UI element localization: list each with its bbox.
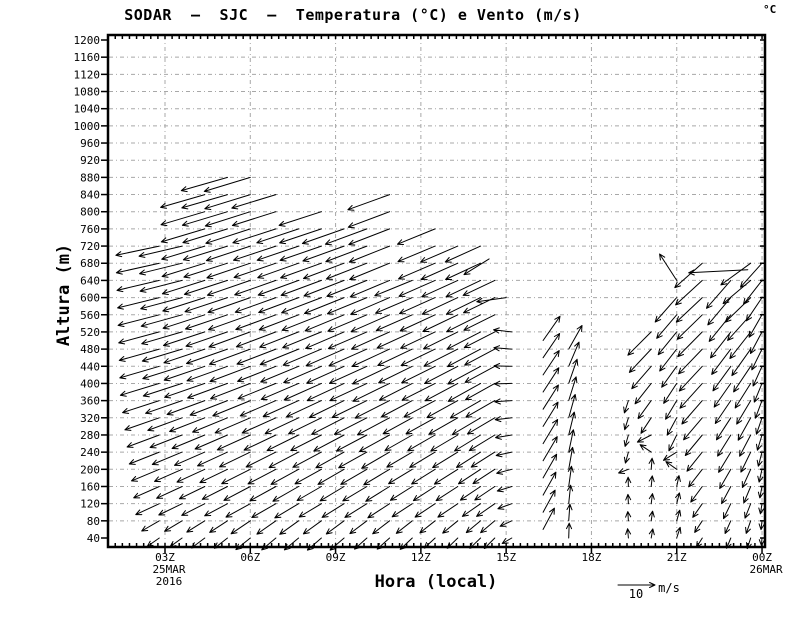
svg-text:960: 960	[80, 137, 100, 150]
svg-text:160: 160	[80, 480, 100, 493]
svg-text:840: 840	[80, 189, 100, 202]
svg-text:320: 320	[80, 412, 100, 425]
svg-text:680: 680	[80, 257, 100, 270]
svg-text:600: 600	[80, 292, 100, 305]
svg-text:280: 280	[80, 429, 100, 442]
svg-text:06Z: 06Z	[240, 551, 260, 564]
svg-text:240: 240	[80, 446, 100, 459]
svg-text:360: 360	[80, 395, 100, 408]
svg-text:720: 720	[80, 240, 100, 253]
svg-text:03Z: 03Z	[155, 551, 175, 564]
svg-text:120: 120	[80, 498, 100, 511]
svg-text:400: 400	[80, 377, 100, 390]
svg-text:25MAR: 25MAR	[152, 563, 185, 576]
svg-text:80: 80	[87, 515, 100, 528]
svg-text:2016: 2016	[156, 575, 183, 588]
svg-text:21Z: 21Z	[667, 551, 687, 564]
svg-text:12Z: 12Z	[411, 551, 431, 564]
svg-text:480: 480	[80, 343, 100, 356]
chart-title: SODAR – SJC – Temperatura (°C) e Vento (…	[124, 6, 582, 24]
svg-text:880: 880	[80, 171, 100, 184]
svg-text:800: 800	[80, 206, 100, 219]
x-axis-label: Hora (local)	[374, 572, 498, 592]
svg-text:560: 560	[80, 309, 100, 322]
svg-text:15Z: 15Z	[496, 551, 516, 564]
svg-text:920: 920	[80, 154, 100, 167]
temperature-unit-label: °C	[763, 3, 777, 16]
svg-text:1080: 1080	[74, 86, 101, 99]
svg-text:00Z: 00Z	[752, 551, 772, 564]
svg-text:26MAR: 26MAR	[749, 563, 782, 576]
svg-text:1000: 1000	[74, 120, 101, 133]
svg-text:760: 760	[80, 223, 100, 236]
svg-text:1040: 1040	[74, 103, 101, 116]
svg-text:440: 440	[80, 360, 100, 373]
svg-text:200: 200	[80, 463, 100, 476]
svg-text:40: 40	[87, 532, 100, 545]
svg-text:520: 520	[80, 326, 100, 339]
svg-text:m/s: m/s	[658, 581, 680, 595]
svg-text:1120: 1120	[74, 68, 101, 81]
svg-text:640: 640	[80, 274, 100, 287]
svg-text:1160: 1160	[74, 51, 101, 64]
svg-text:09Z: 09Z	[326, 551, 346, 564]
svg-text:18Z: 18Z	[582, 551, 602, 564]
svg-text:1200: 1200	[74, 34, 101, 47]
svg-text:10: 10	[629, 587, 643, 601]
